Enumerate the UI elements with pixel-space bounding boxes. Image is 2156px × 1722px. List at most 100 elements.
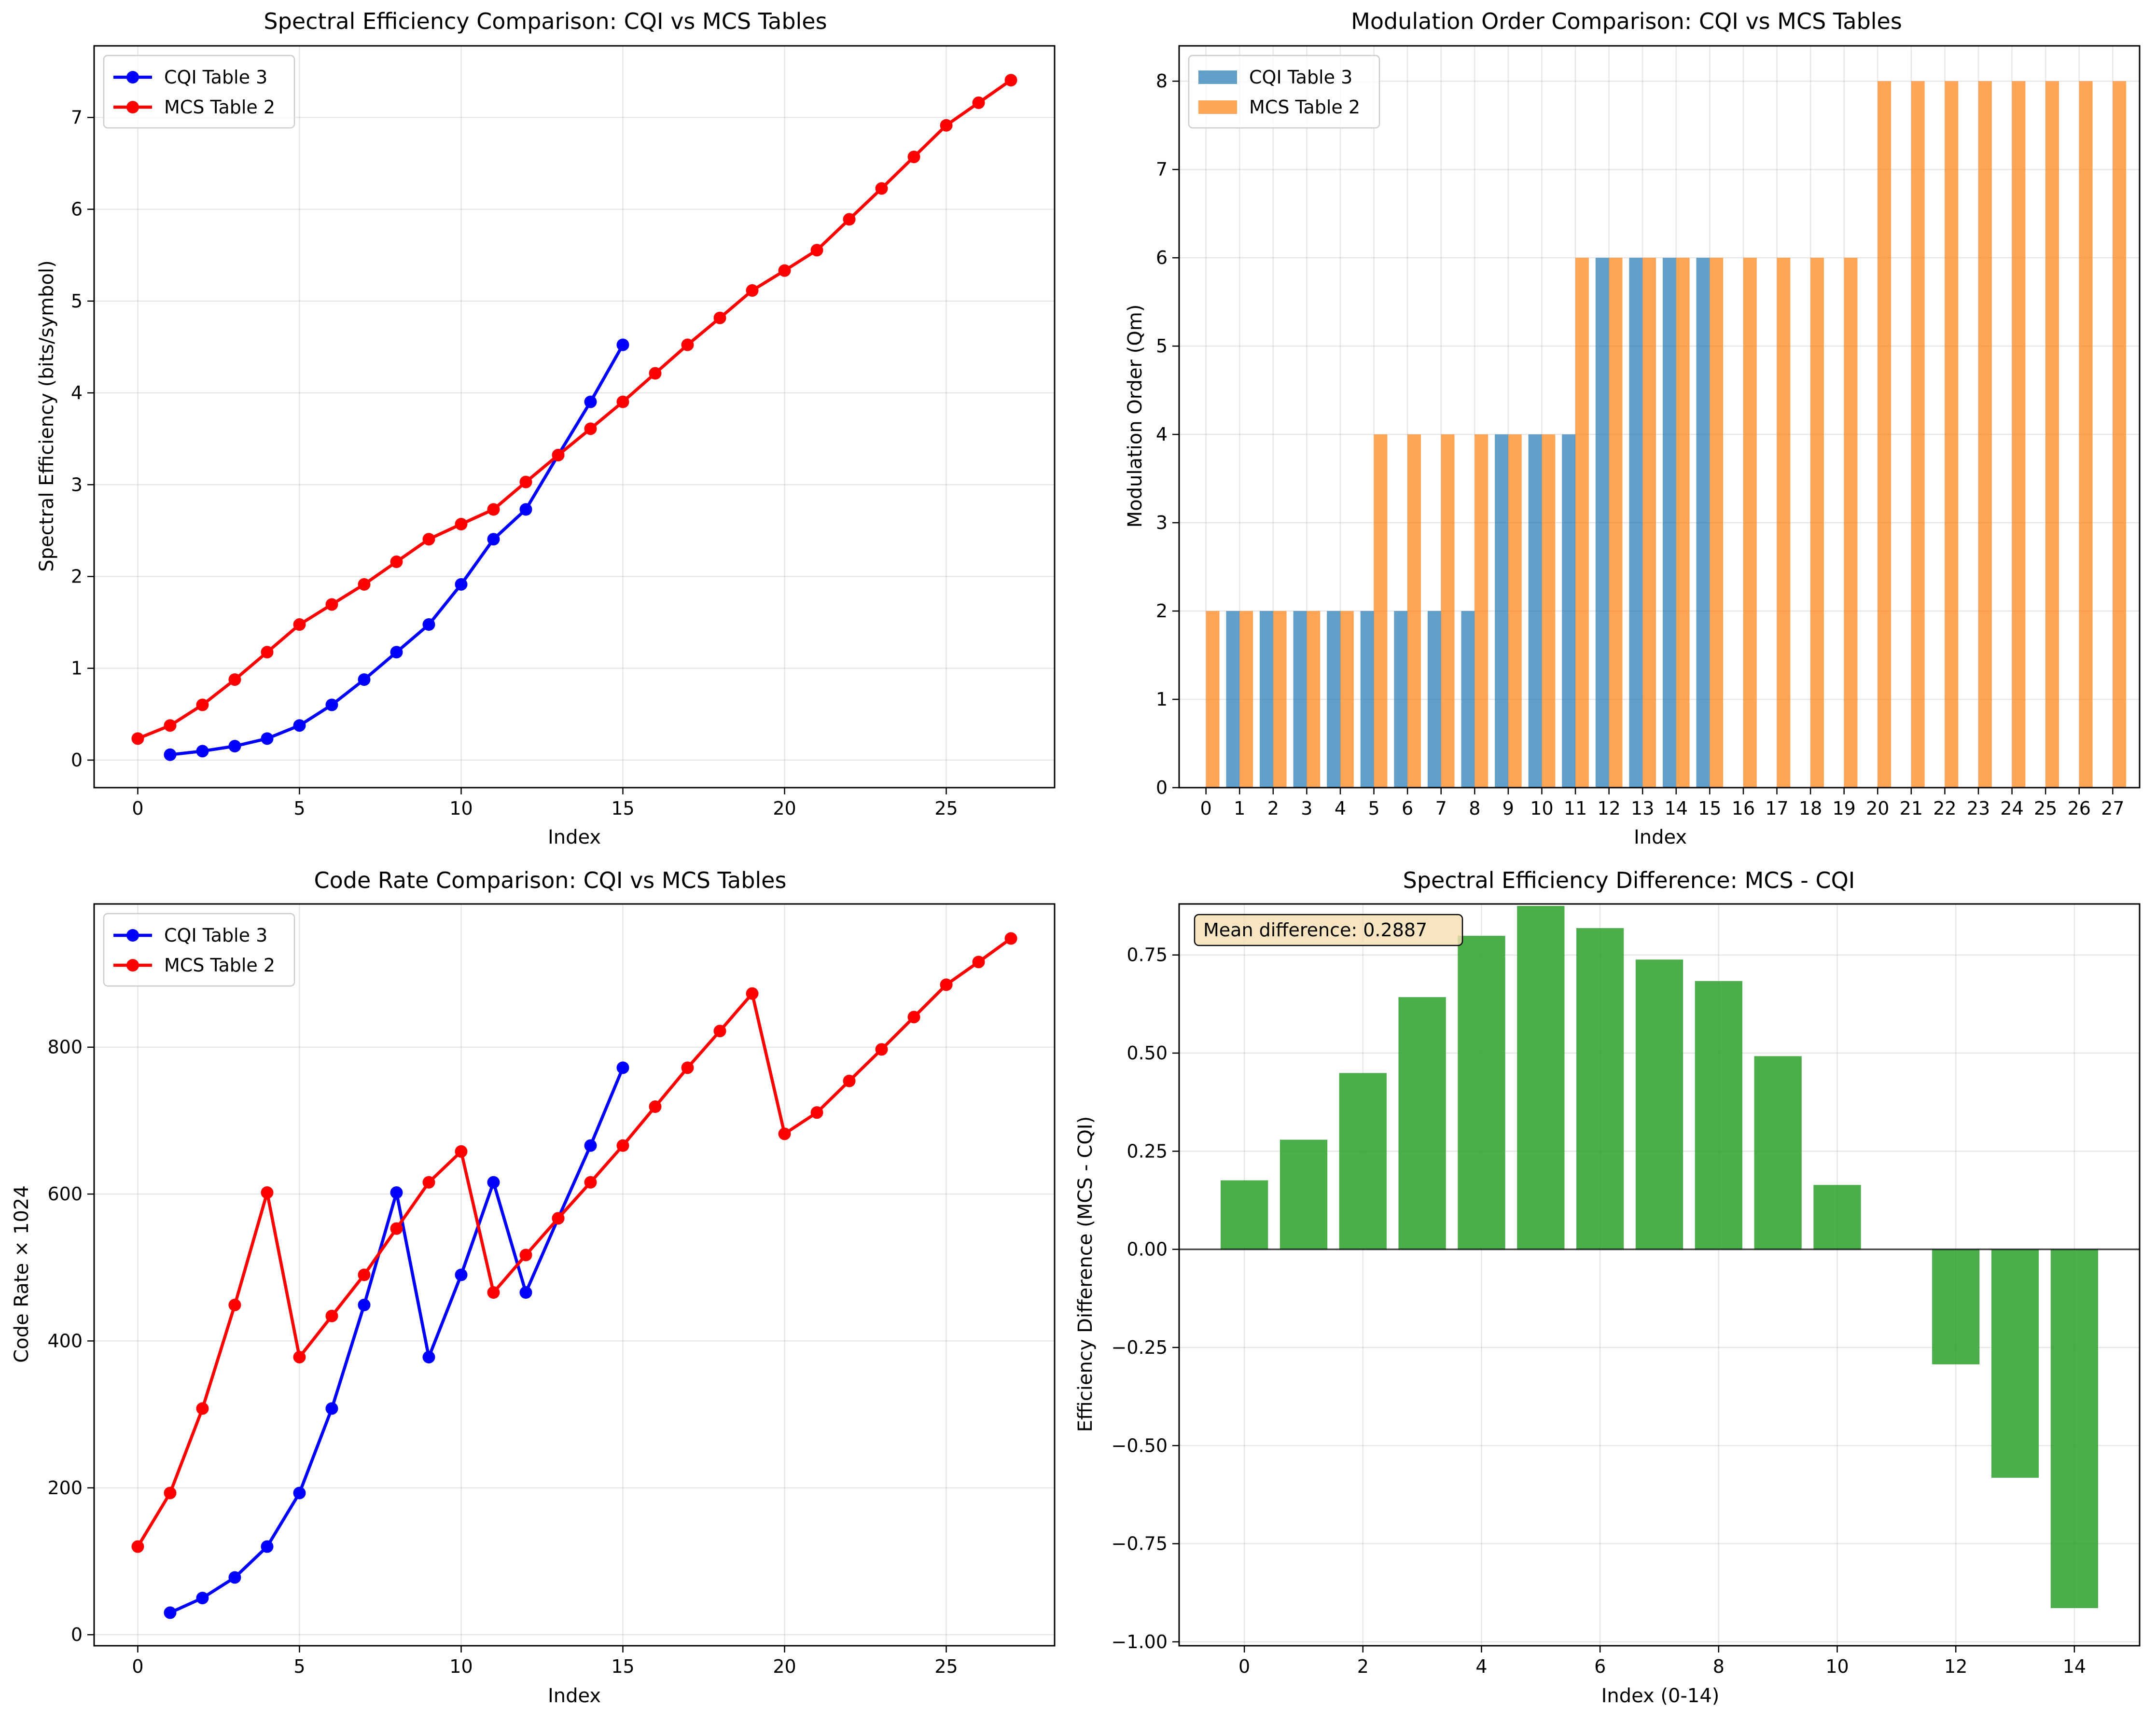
y-tick-label: 0.00	[1127, 1239, 1168, 1260]
bar	[1220, 1180, 1268, 1250]
x-axis-label: Index (0-14)	[1601, 1685, 1720, 1707]
y-tick-label: 400	[47, 1330, 83, 1351]
bar	[1339, 1073, 1387, 1250]
x-tick-label: 5	[1368, 798, 1379, 819]
data-point	[519, 503, 532, 516]
x-tick-label: 0	[1200, 798, 1212, 819]
bar	[1307, 611, 1321, 788]
legend-marker	[126, 929, 139, 942]
data-point	[972, 956, 985, 969]
data-point	[713, 1025, 726, 1038]
data-point	[584, 395, 597, 408]
y-axis-label: Spectral Efficiency (bits/symbol)	[36, 260, 58, 571]
x-tick-label: 14	[2063, 1656, 2086, 1677]
data-point	[778, 1127, 791, 1140]
data-point	[584, 1139, 597, 1152]
x-tick-label: 4	[1475, 1656, 1487, 1677]
bar	[1508, 434, 1522, 788]
bar	[1878, 81, 1892, 788]
x-tick-label: 4	[1335, 798, 1346, 819]
x-tick-label: 5	[293, 1656, 305, 1677]
bar	[1777, 258, 1791, 788]
x-tick-label: 0	[1238, 1656, 1250, 1677]
data-point	[261, 1540, 274, 1553]
chart-efficiency-difference: Spectral Efficiency Difference: MCS - CQ…	[1074, 867, 2141, 1707]
y-tick-label: 4	[71, 382, 83, 403]
data-point	[616, 395, 629, 408]
data-point	[164, 1486, 177, 1500]
data-point	[358, 673, 371, 686]
legend-marker	[126, 959, 139, 972]
bar	[1398, 997, 1446, 1250]
y-tick-label: 0	[71, 1624, 83, 1645]
data-point	[196, 698, 209, 711]
y-tick-label: 0	[71, 750, 83, 771]
bar	[1978, 81, 1992, 788]
y-tick-label: 0	[1156, 777, 1168, 798]
data-point	[972, 96, 985, 109]
x-axis-label: Index	[548, 1685, 601, 1707]
x-tick-label: 12	[1944, 1656, 1967, 1677]
data-point	[455, 1268, 468, 1281]
data-point	[455, 578, 468, 591]
annotation-box	[1194, 914, 1463, 946]
data-point	[519, 475, 532, 488]
legend: CQI Table 3 MCS Table 2	[1188, 55, 1380, 129]
data-point	[616, 1061, 629, 1074]
x-tick-label: 17	[1765, 798, 1788, 819]
x-tick-label: 20	[773, 798, 796, 819]
data-point	[487, 503, 500, 516]
bar	[1327, 611, 1340, 788]
bar	[1575, 258, 1589, 788]
bar	[1374, 434, 1388, 788]
data-point	[325, 698, 338, 711]
legend-marker	[126, 101, 139, 113]
data-point	[649, 1100, 662, 1113]
data-point	[810, 1106, 823, 1119]
data-point	[746, 987, 759, 1000]
x-tick-label: 6	[1594, 1656, 1606, 1677]
plot-frame	[1178, 45, 2141, 789]
chart-title: Code Rate Comparison: CQI vs MCS Tables	[314, 867, 787, 893]
x-tick-label: 7	[1435, 798, 1447, 819]
bar	[2045, 81, 2059, 788]
chart-title: Modulation Order Comparison: CQI vs MCS …	[1351, 8, 1902, 34]
data-point	[487, 1176, 500, 1189]
data-point	[164, 719, 177, 732]
data-point	[681, 338, 694, 351]
data-point	[228, 1298, 241, 1311]
y-tick-label: −0.50	[1112, 1435, 1168, 1456]
data-point	[196, 745, 209, 758]
y-tick-label: −0.25	[1112, 1337, 1168, 1358]
x-tick-label: 5	[293, 798, 305, 819]
bar	[1609, 258, 1623, 788]
bar	[1394, 611, 1408, 788]
data-point	[131, 732, 144, 745]
bar	[1635, 959, 1683, 1250]
data-point	[228, 1571, 241, 1584]
x-tick-label: 19	[1833, 798, 1856, 819]
bar	[2113, 81, 2127, 788]
y-tick-label: 5	[1156, 335, 1168, 357]
data-point	[843, 1074, 856, 1087]
x-tick-label: 13	[1631, 798, 1654, 819]
x-tick-label: 22	[1933, 798, 1956, 819]
legend-label: MCS Table 2	[164, 955, 275, 976]
bar	[1911, 81, 1925, 788]
series-line	[137, 79, 1012, 740]
x-axis-label: Index	[1634, 826, 1687, 848]
x-tick-label: 11	[1564, 798, 1587, 819]
bar	[1576, 928, 1624, 1250]
plot-frame	[1178, 903, 2141, 1647]
plot-frame	[93, 903, 1056, 1647]
data-point	[261, 646, 274, 659]
y-tick-label: 3	[1156, 512, 1168, 533]
bar	[1710, 258, 1724, 788]
x-tick-label: 1	[1234, 798, 1245, 819]
y-tick-label: −0.75	[1112, 1533, 1168, 1555]
data-point	[487, 1286, 500, 1299]
bar	[1629, 258, 1643, 788]
bar	[1280, 1139, 1328, 1250]
bar	[1642, 258, 1656, 788]
